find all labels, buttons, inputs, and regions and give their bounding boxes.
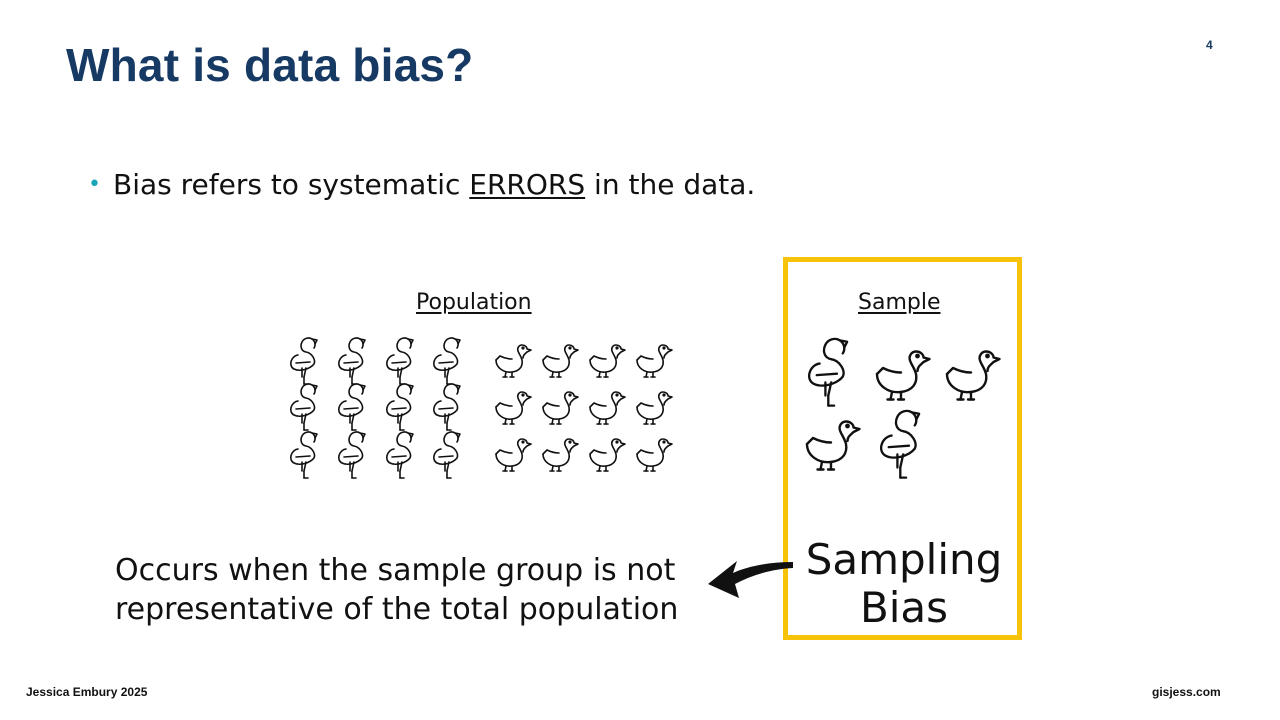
footer-site: gisjess.com [1152,685,1221,699]
sampling-bias-line2: Bias [859,583,949,632]
footer-author: Jessica Embury 2025 [26,685,148,699]
bullet-emphasis: ERRORS [469,168,586,201]
bias-explanation-line1: Occurs when the sample group is not [115,553,676,588]
sample-highlight-box [783,257,1022,640]
population-duck-icons [495,344,673,472]
page-number: 4 [1206,38,1213,52]
bias-explanation-line2: representative of the total population [115,592,679,627]
sample-label: Sample [858,290,941,315]
bullet-text-start: Bias refers to systematic [112,168,470,201]
bullet-text-end: in the data. [585,168,756,201]
bullet-dot-icon: • [88,172,101,197]
population-label: Population [416,290,532,315]
pointer-arrow-icon [708,561,793,598]
slide-title: What is data bias? [66,39,474,91]
population-flamingo-icons [289,337,461,479]
bullet-point: • Bias refers to systematic ERRORS in the… [88,168,755,201]
bias-explanation: Occurs when the sample group is not repr… [115,551,678,629]
sampling-bias-line1: Sampling [805,535,1003,584]
sampling-bias-label: Sampling Bias [786,536,1022,632]
